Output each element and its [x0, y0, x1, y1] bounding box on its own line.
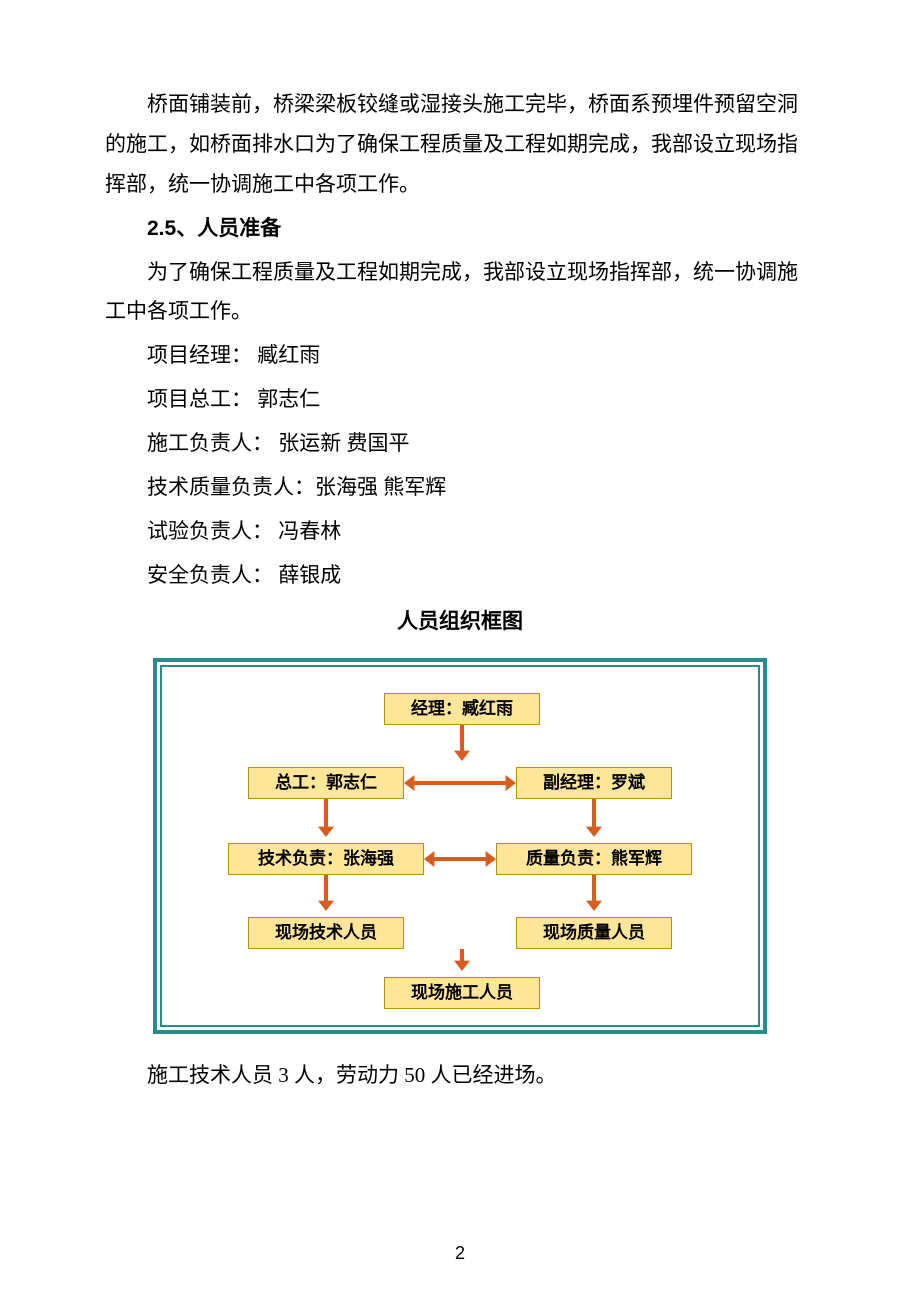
org-node-n8: 现场施工人员 [384, 977, 540, 1009]
org-node-n6: 现场技术人员 [248, 917, 404, 949]
org-node-n2: 总工：郭志仁 [248, 767, 404, 799]
org-chart-title: 人员组织框图 [105, 602, 815, 642]
org-node-n3: 副经理：罗斌 [516, 767, 672, 799]
org-chart-inner-frame: 经理：臧红雨总工：郭志仁 副经理：罗斌技术负责：张海强 质量负责：熊军辉现场技术人员… [160, 665, 760, 1027]
role-line-6: 安全负责人： 薛银成 [105, 556, 815, 596]
section-title: 2.5、人员准备 [105, 209, 815, 249]
org-node-n1: 经理：臧红雨 [384, 693, 540, 725]
page-number: 2 [0, 1243, 920, 1264]
role-line-5: 试验负责人： 冯春林 [105, 512, 815, 552]
role-line-3: 施工负责人： 张运新 费国平 [105, 424, 815, 464]
paragraph-2: 为了确保工程质量及工程如期完成，我部设立现场指挥部，统一协调施工中各项工作。 [105, 253, 815, 333]
document-page: 桥面铺装前，桥梁梁板铰缝或湿接头施工完毕，桥面系预埋件预留空洞的施工，如桥面排水… [0, 0, 920, 1302]
org-chart: 经理：臧红雨总工：郭志仁 副经理：罗斌技术负责：张海强 质量负责：熊军辉现场技术人员… [153, 658, 767, 1034]
org-node-n4: 技术负责：张海强 [228, 843, 424, 875]
role-line-1: 项目经理： 臧红雨 [105, 336, 815, 376]
role-line-2: 项目总工： 郭志仁 [105, 380, 815, 420]
role-line-4: 技术质量负责人：张海强 熊军辉 [105, 468, 815, 508]
paragraph-3: 施工技术人员 3 人，劳动力 50 人已经进场。 [105, 1056, 815, 1096]
org-chart-outer-frame: 经理：臧红雨总工：郭志仁 副经理：罗斌技术负责：张海强 质量负责：熊军辉现场技术人员… [153, 658, 767, 1034]
org-node-n5: 质量负责：熊军辉 [496, 843, 692, 875]
paragraph-1: 桥面铺装前，桥梁梁板铰缝或湿接头施工完毕，桥面系预埋件预留空洞的施工，如桥面排水… [105, 85, 815, 205]
org-node-n7: 现场质量人员 [516, 917, 672, 949]
